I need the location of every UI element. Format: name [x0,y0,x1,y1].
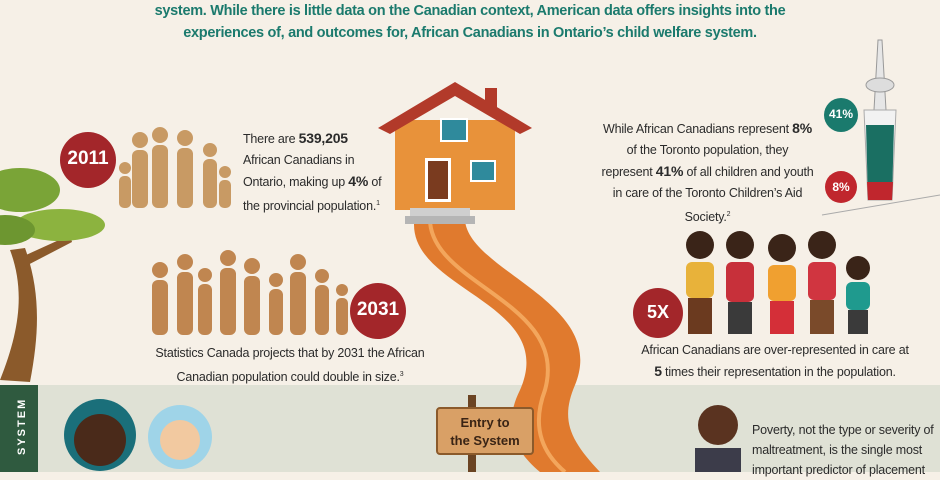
text-segment: 3 [399,371,404,378]
door-panel [428,161,448,199]
chimney [485,88,497,110]
text-segment: 41% [655,163,684,179]
children [686,231,870,334]
badge-circle [824,98,858,132]
roof [378,82,532,134]
badge: 8% [832,180,850,194]
text-segment: 539,205 [298,130,348,146]
sign-text: Entry to [460,415,509,430]
badge: 2011 [67,148,109,169]
text-segment: of the Toronto population, they represen… [601,143,789,179]
text-segment: of the provincial population. [243,175,382,214]
road [414,215,600,472]
man-head [698,405,738,445]
text-segment: There are [243,132,299,146]
badge: 41% [828,107,854,121]
badge: 2031 [356,299,400,320]
tree-leaves [15,209,105,241]
tree-trunk [0,248,37,382]
tree-leaves [0,168,60,212]
steps [405,216,475,224]
tree-leaves [0,215,35,245]
paragraph: Poverty, not the type or severity of mal… [752,423,934,477]
header-line: experiences of, and outcomes for, Africa… [183,25,757,41]
text-segment: 8% [792,120,812,136]
paragraph: While African Canadians represent 8% of … [600,118,815,228]
tower-fill-41 [866,125,894,200]
side-bar [0,385,38,472]
badge: 5X [646,302,670,322]
portrait-face [160,420,200,460]
text-segment: 2 [726,211,731,218]
badge-circle [350,283,406,339]
portrait-face [74,414,126,466]
text-segment: 5 [654,363,662,379]
badge-circle [825,171,857,203]
text-segment: African Canadians in Ontario, making up [243,153,355,189]
badge-circle [633,288,683,338]
family-2031 [152,250,348,335]
badge-circle [60,132,116,188]
sign-text: the System [450,433,519,448]
text-segment: Statistics Canada projects that by 2031 … [155,346,425,385]
paragraph: Statistics Canada projects that by 2031 … [135,343,445,388]
man-suit [695,448,741,472]
tower-fill-8 [867,182,893,200]
paragraph: African Canadians are over-represented i… [640,340,910,383]
tower-top [873,39,887,111]
family-2011 [119,127,231,208]
text-segment: times their representation in the popula… [661,365,896,379]
text-segment: While African Canadians represent [603,122,793,136]
text-segment: 4% [348,173,369,189]
window-glass [442,120,466,140]
ground-line [821,194,940,216]
road-stripe [427,214,567,472]
paragraph: There are 539,205 African Canadians in O… [243,128,383,217]
steps [410,208,470,216]
tree-branch [15,235,72,268]
sign-board [436,407,534,455]
tower-pod [865,77,895,93]
text-segment: African Canadians are over-represented i… [641,343,909,357]
header-line: system. While there is little data on th… [154,3,786,19]
text-segment: 1 [376,200,380,207]
side-label: SYSTEM [16,398,28,455]
window-glass [472,162,494,180]
text-segment: of all children and youth in care of the… [612,165,814,225]
